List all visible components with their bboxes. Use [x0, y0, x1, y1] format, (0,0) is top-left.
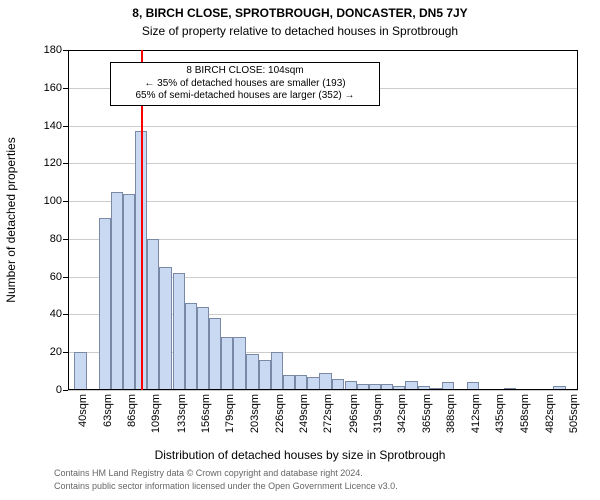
x-tick-label: 156sqm	[200, 390, 212, 433]
x-tick-label: 63sqm	[102, 390, 114, 427]
annotation-line: 8 BIRCH CLOSE: 104sqm	[117, 65, 373, 78]
y-tick-mark	[63, 390, 68, 391]
x-tick-label: 412sqm	[470, 390, 482, 433]
x-tick-label: 342sqm	[396, 390, 408, 433]
footer-line-1: Contains HM Land Registry data © Crown c…	[54, 468, 363, 478]
page: { "title": { "line1": "8, BIRCH CLOSE, S…	[0, 0, 600, 500]
x-tick-label: 388sqm	[445, 390, 457, 433]
footer-line-2: Contains public sector information licen…	[54, 481, 398, 491]
annotation-box: 8 BIRCH CLOSE: 104sqm ← 35% of detached …	[110, 62, 380, 106]
y-tick-mark	[63, 50, 68, 51]
x-tick-label: 40sqm	[77, 390, 89, 427]
x-tick-label: 435sqm	[494, 390, 506, 433]
x-tick-label: 505sqm	[568, 390, 580, 433]
x-tick-label: 109sqm	[150, 390, 162, 433]
x-tick-label: 482sqm	[544, 390, 556, 433]
x-tick-label: 179sqm	[224, 390, 236, 433]
y-tick-mark	[63, 314, 68, 315]
x-tick-label: 365sqm	[421, 390, 433, 433]
y-axis-label: Number of detached properties	[4, 137, 18, 302]
x-tick-label: 249sqm	[298, 390, 310, 433]
x-tick-label: 296sqm	[348, 390, 360, 433]
y-tick-mark	[63, 352, 68, 353]
x-tick-label: 86sqm	[126, 390, 138, 427]
x-tick-label: 272sqm	[322, 390, 334, 433]
x-tick-label: 203sqm	[249, 390, 261, 433]
page-subtitle: Size of property relative to detached ho…	[0, 24, 600, 38]
y-tick-mark	[63, 201, 68, 202]
y-tick-mark	[63, 277, 68, 278]
y-tick-mark	[63, 88, 68, 89]
x-tick-label: 458sqm	[519, 390, 531, 433]
page-title: 8, BIRCH CLOSE, SPROTBROUGH, DONCASTER, …	[0, 6, 600, 20]
x-axis-label: Distribution of detached houses by size …	[0, 448, 600, 462]
annotation-line: ← 35% of detached houses are smaller (19…	[117, 78, 373, 91]
y-tick-mark	[63, 163, 68, 164]
x-tick-label: 226sqm	[274, 390, 286, 433]
y-tick-mark	[63, 126, 68, 127]
x-tick-label: 319sqm	[372, 390, 384, 433]
x-tick-label: 133sqm	[176, 390, 188, 433]
annotation-line: 65% of semi-detached houses are larger (…	[117, 90, 373, 103]
y-tick-mark	[63, 239, 68, 240]
